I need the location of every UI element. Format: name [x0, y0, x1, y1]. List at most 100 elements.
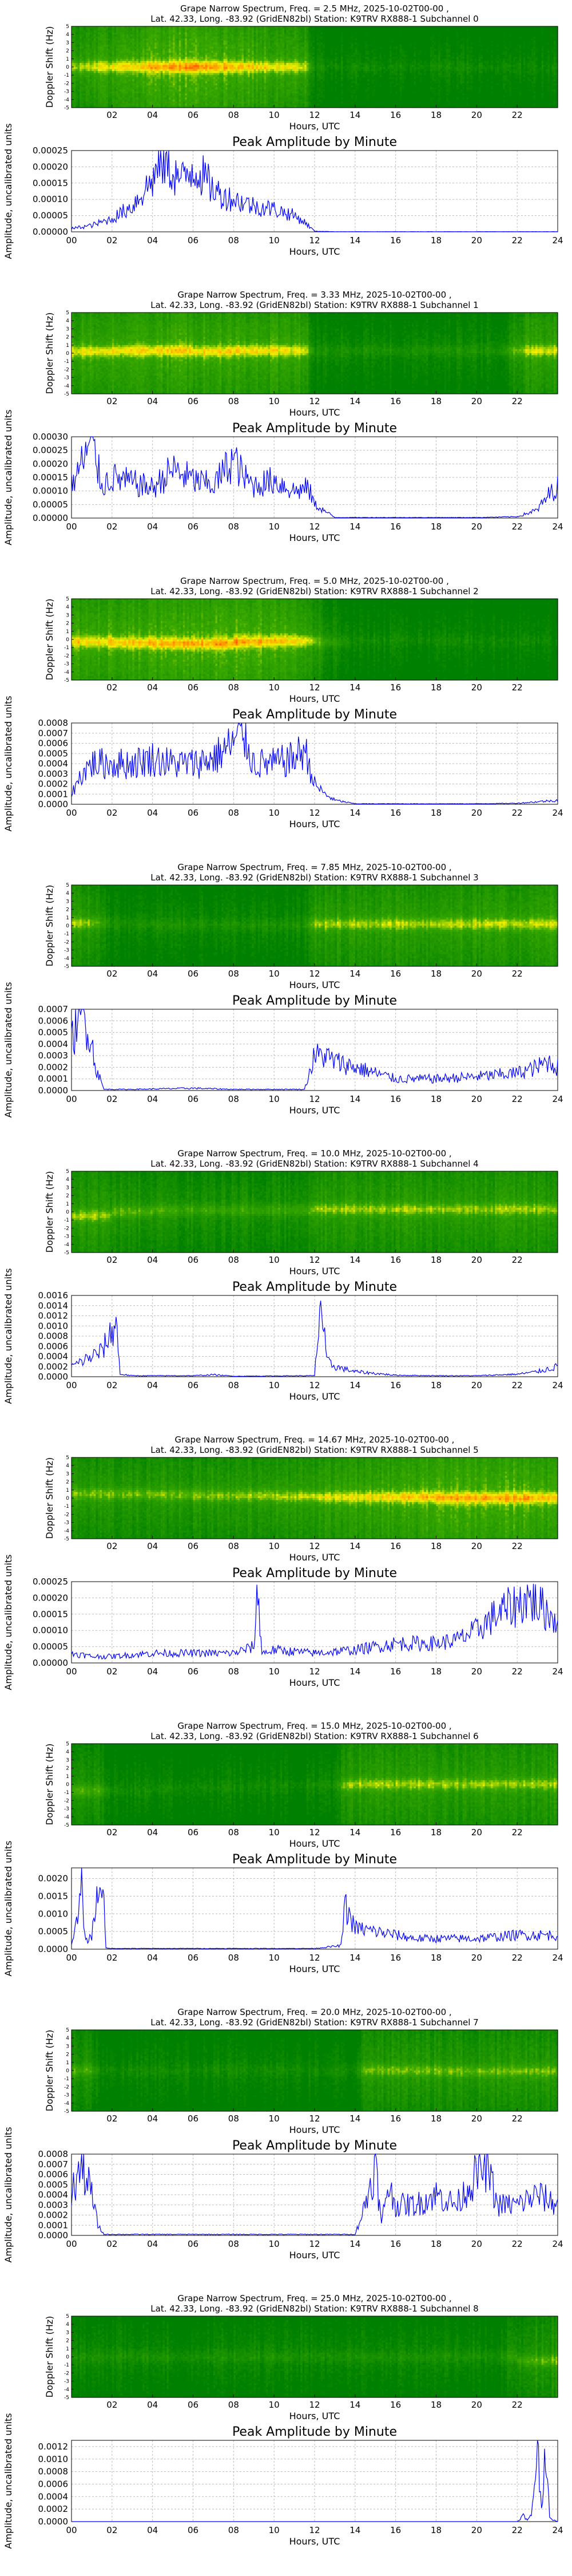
heat-cell [150, 45, 153, 47]
heat-cell [110, 41, 112, 43]
heat-cell [94, 104, 96, 106]
heat-cell [88, 38, 90, 41]
heat-cell [124, 79, 126, 81]
heat-cell [158, 88, 161, 90]
heat-cell [86, 100, 88, 102]
heat-cell [90, 33, 92, 35]
heat-cell [140, 38, 142, 41]
heat-cell [132, 101, 134, 104]
heat-cell [132, 51, 134, 53]
heat-cell [149, 81, 151, 84]
heat-cell [88, 37, 90, 39]
heat-cell [124, 77, 126, 80]
heat-cell [74, 49, 76, 51]
heat-cell [154, 45, 157, 47]
heat-cell [161, 88, 163, 90]
heat-cell [112, 29, 114, 31]
heat-cell [112, 37, 114, 39]
heat-cell [88, 49, 90, 51]
heat-cell [84, 73, 86, 76]
heat-cell [165, 49, 167, 51]
heat-cell [98, 45, 100, 47]
heat-cell [94, 55, 96, 57]
heat-cell [114, 79, 116, 81]
heat-cell [86, 77, 88, 80]
heat-cell [149, 38, 151, 41]
heat-cell [140, 55, 142, 57]
heat-cell [82, 69, 84, 72]
heat-cell [106, 100, 108, 102]
heat-cell [140, 79, 142, 81]
heat-cell [112, 100, 114, 102]
heat-cell [110, 71, 112, 73]
heat-cell [76, 61, 78, 63]
heat-cell [145, 26, 147, 29]
heat-cell [118, 38, 120, 41]
heat-cell [74, 101, 76, 104]
heat-cell [150, 71, 153, 73]
heat-cell [92, 104, 94, 106]
heat-cell [149, 96, 151, 98]
heat-cell [136, 101, 138, 104]
heat-cell [146, 73, 149, 76]
heat-cell [134, 71, 137, 73]
heat-cell [92, 71, 94, 73]
heat-cell [72, 51, 74, 53]
heat-cell [114, 75, 116, 77]
heat-cell [161, 75, 163, 77]
heat-cell [86, 41, 88, 43]
heat-cell [96, 38, 98, 41]
heat-cell [118, 26, 120, 29]
heat-cell [138, 77, 141, 80]
heat-cell [88, 101, 90, 104]
heat-cell [78, 101, 80, 104]
heat-cell [165, 79, 167, 81]
heat-cell [88, 67, 90, 69]
heat-cell [76, 81, 78, 84]
heat-cell [130, 97, 133, 100]
heat-cell [100, 55, 102, 57]
heat-cell [104, 59, 106, 61]
heat-cell [78, 100, 80, 102]
heat-cell [132, 97, 134, 100]
heat-cell [138, 34, 141, 37]
heat-cell [140, 37, 142, 39]
heat-cell [136, 59, 138, 61]
heat-cell [157, 83, 159, 85]
heat-cell [74, 96, 76, 98]
heat-cell [124, 89, 126, 92]
heat-cell [124, 59, 126, 61]
heat-cell [94, 33, 96, 35]
heat-cell [158, 34, 161, 37]
heat-cell [145, 38, 147, 41]
heat-cell [102, 45, 104, 47]
heat-cell [90, 89, 92, 92]
heat-cell [150, 85, 153, 88]
heat-cell [145, 61, 147, 63]
heat-cell [76, 37, 78, 39]
heat-cell [132, 37, 134, 39]
heat-cell [106, 75, 108, 77]
heat-cell [90, 63, 92, 65]
heat-cell [102, 104, 104, 106]
heat-cell [80, 83, 82, 85]
heat-cell [74, 81, 76, 84]
heat-cell [120, 41, 122, 43]
heat-cell [104, 30, 106, 33]
heat-cell [92, 59, 94, 61]
heat-cell [149, 51, 151, 53]
heat-cell [153, 37, 155, 39]
heat-cell [76, 53, 78, 55]
heat-cell [162, 29, 165, 31]
heat-cell [108, 73, 110, 76]
heat-cell [161, 57, 163, 59]
heat-cell [112, 59, 114, 61]
heat-cell [165, 51, 167, 53]
heat-cell [114, 96, 116, 98]
heat-cell [82, 29, 84, 31]
heat-cell [110, 38, 112, 41]
heat-cell [80, 33, 82, 35]
heat-cell [82, 38, 84, 41]
heat-cell [165, 26, 167, 29]
heat-cell [88, 83, 90, 85]
